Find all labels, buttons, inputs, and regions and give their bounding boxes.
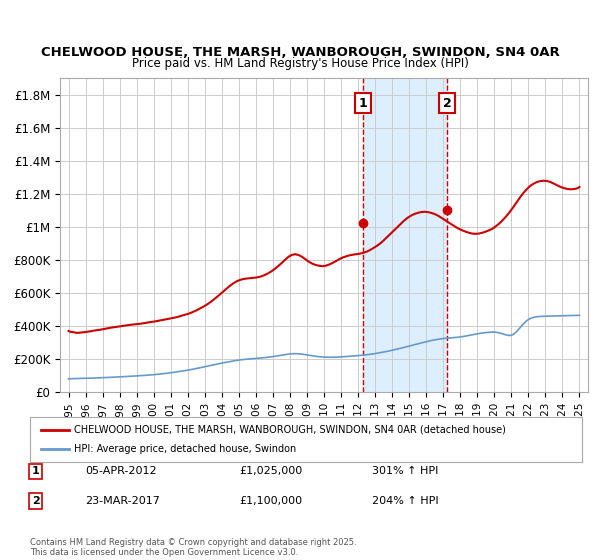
Text: 301% ↑ HPI: 301% ↑ HPI bbox=[372, 466, 439, 477]
Text: HPI: Average price, detached house, Swindon: HPI: Average price, detached house, Swin… bbox=[74, 445, 296, 455]
Text: 23-MAR-2017: 23-MAR-2017 bbox=[85, 496, 160, 506]
Text: CHELWOOD HOUSE, THE MARSH, WANBOROUGH, SWINDON, SN4 0AR: CHELWOOD HOUSE, THE MARSH, WANBOROUGH, S… bbox=[41, 46, 559, 59]
Text: CHELWOOD HOUSE, THE MARSH, WANBOROUGH, SWINDON, SN4 0AR (detached house): CHELWOOD HOUSE, THE MARSH, WANBOROUGH, S… bbox=[74, 424, 506, 435]
Text: 05-APR-2012: 05-APR-2012 bbox=[85, 466, 157, 477]
Text: £1,025,000: £1,025,000 bbox=[240, 466, 303, 477]
Text: 2: 2 bbox=[443, 97, 452, 110]
Text: 1: 1 bbox=[32, 466, 40, 477]
Text: Price paid vs. HM Land Registry's House Price Index (HPI): Price paid vs. HM Land Registry's House … bbox=[131, 57, 469, 70]
Text: £1,100,000: £1,100,000 bbox=[240, 496, 303, 506]
Bar bbox=[362, 78, 447, 392]
Text: 2: 2 bbox=[32, 496, 40, 506]
Text: 204% ↑ HPI: 204% ↑ HPI bbox=[372, 496, 439, 506]
Text: 1: 1 bbox=[358, 97, 367, 110]
Text: Contains HM Land Registry data © Crown copyright and database right 2025.
This d: Contains HM Land Registry data © Crown c… bbox=[30, 538, 356, 557]
